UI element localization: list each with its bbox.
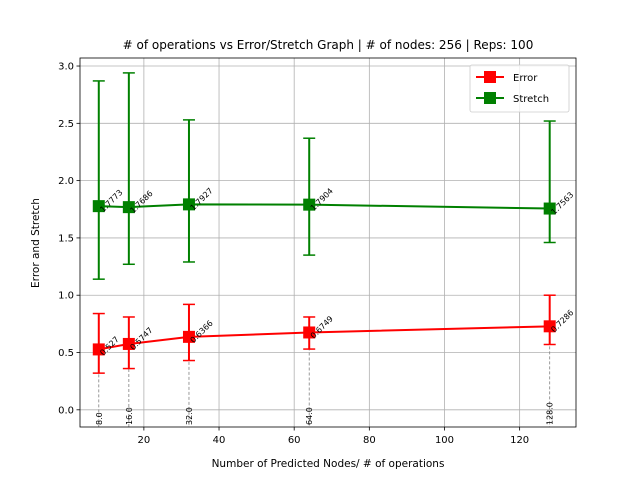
grid bbox=[80, 58, 576, 427]
x-tick-label: 40 bbox=[213, 435, 226, 446]
chart-title: # of operations vs Error/Stretch Graph |… bbox=[123, 38, 534, 52]
plot-frame bbox=[79, 57, 577, 428]
x-point-label: 16.0 bbox=[125, 407, 134, 425]
x-tick-label: 20 bbox=[138, 435, 151, 446]
data-point bbox=[92, 200, 105, 213]
y-tick-label: 0.0 bbox=[58, 405, 74, 416]
data-point bbox=[303, 198, 316, 211]
data-point bbox=[543, 202, 556, 215]
x-axis: 20 40 60 80 100 120 bbox=[138, 427, 529, 446]
y-tick-label: 1.0 bbox=[58, 291, 74, 302]
data-point bbox=[303, 326, 316, 339]
x-tick-label: 100 bbox=[435, 435, 454, 446]
x-axis-label: Number of Predicted Nodes/ # of operatio… bbox=[212, 458, 445, 470]
y-axis-label: Error and Stretch bbox=[30, 198, 42, 288]
series-line bbox=[98, 203, 550, 210]
series-error: 0.527 0.5747 0.6366 0.6749 0.7286 bbox=[92, 294, 575, 374]
x-point-label: 32.0 bbox=[185, 407, 194, 425]
legend-entry: Error bbox=[513, 73, 538, 84]
y-tick-label: 0.5 bbox=[58, 348, 74, 359]
legend-entry: Stretch bbox=[513, 94, 549, 105]
data-point bbox=[122, 337, 135, 350]
data-point bbox=[543, 320, 556, 333]
x-tick-label: 60 bbox=[288, 435, 301, 446]
y-tick-label: 2.0 bbox=[58, 176, 74, 187]
x-point-label: 64.0 bbox=[305, 407, 314, 425]
legend: Error Stretch bbox=[469, 64, 570, 113]
y-tick-label: 3.0 bbox=[58, 62, 74, 73]
legend-marker bbox=[484, 71, 496, 83]
data-point bbox=[182, 198, 195, 211]
x-guide-lines: 8.0 16.0 32.0 64.0 128.0 bbox=[95, 326, 555, 427]
y-tick-label: 2.5 bbox=[58, 119, 74, 130]
legend-marker bbox=[484, 92, 496, 104]
y-tick-label: 1.5 bbox=[58, 233, 74, 244]
x-point-label: 8.0 bbox=[95, 412, 104, 425]
x-tick-label: 80 bbox=[363, 435, 376, 446]
x-point-label: 128.0 bbox=[546, 402, 555, 425]
data-point bbox=[182, 330, 195, 343]
data-point bbox=[122, 201, 135, 214]
data-point bbox=[92, 343, 105, 356]
y-axis: 0.0 0.5 1.0 1.5 2.0 2.5 3.0 bbox=[58, 62, 80, 416]
x-tick-label: 120 bbox=[510, 435, 529, 446]
